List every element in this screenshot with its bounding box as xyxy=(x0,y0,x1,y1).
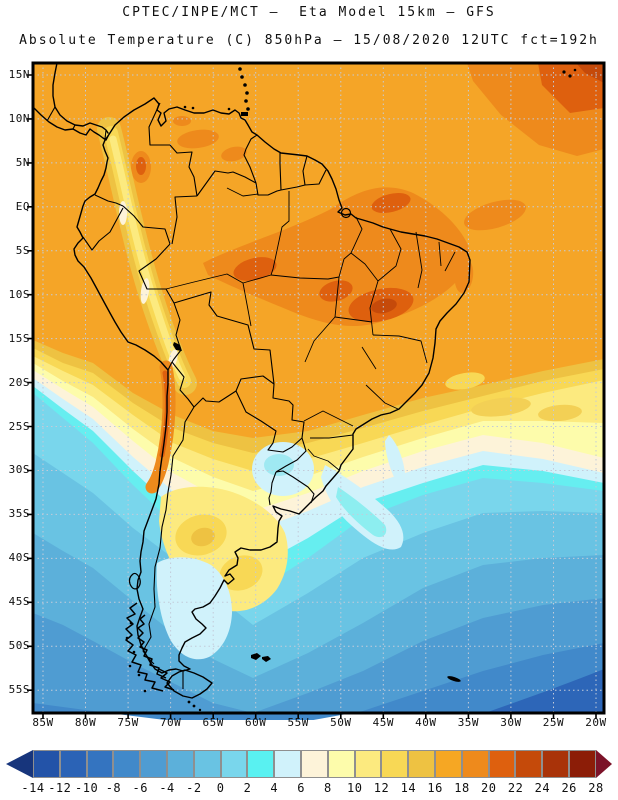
colorbar-cell-15 xyxy=(434,750,462,778)
colorbar-tick--4: -4 xyxy=(159,781,175,795)
lon-label-35W: 35W xyxy=(457,716,480,729)
colorbar-cell-18 xyxy=(515,750,543,778)
colorbar-cell-6 xyxy=(193,750,221,778)
colorbar-tick-4: 4 xyxy=(270,781,279,795)
colorbar-cell-5 xyxy=(166,750,194,778)
lat-label-30S: 30S xyxy=(8,463,30,477)
colorbar-tick--8: -8 xyxy=(105,781,122,795)
lat-label-25S: 25S xyxy=(8,419,30,433)
colorbar-tick--14: -14 xyxy=(21,781,45,795)
lat-label-15S: 15S xyxy=(8,331,30,345)
lat-label-50S: 50S xyxy=(8,639,30,653)
lon-label-55W: 55W xyxy=(287,716,309,729)
lon-label-85W: 85W xyxy=(32,716,54,729)
lon-label-50W: 50W xyxy=(330,716,352,729)
colorbar-tick-6: 6 xyxy=(297,781,305,795)
colorbar-cell-13 xyxy=(381,750,409,778)
colorbar-cell-8 xyxy=(247,750,275,778)
colorbar-tick-12: 12 xyxy=(373,781,390,795)
lat-label-15N: 15N xyxy=(8,68,30,81)
map-area xyxy=(26,56,611,728)
colorbar-tick-24: 24 xyxy=(534,781,551,795)
chart-subtitle: Absolute Temperature (C) 850hPa – 15/08/… xyxy=(19,33,599,48)
colorbar-tick--2: -2 xyxy=(186,781,202,795)
lat-label-40S: 40S xyxy=(8,551,30,565)
lat-label-10S: 10S xyxy=(8,287,30,301)
colorbar-tick--6: -6 xyxy=(132,781,148,795)
map-canvas xyxy=(27,61,606,728)
colorbar-tick-28: 28 xyxy=(588,781,604,795)
lon-label-45W: 45W xyxy=(372,716,394,729)
lat-label-35S: 35S xyxy=(8,507,30,521)
axis-ticks xyxy=(27,74,597,719)
lat-label-10N: 10N xyxy=(8,111,30,125)
colorbar-cell-11 xyxy=(327,750,355,778)
colorbar-tick-16: 16 xyxy=(427,781,443,795)
lon-label-40W: 40W xyxy=(415,716,437,729)
colorbar-tick-2: 2 xyxy=(243,781,252,795)
colorbar-cell-16 xyxy=(461,750,489,778)
lon-label-80W: 80W xyxy=(74,716,97,729)
lon-label-70W: 70W xyxy=(159,716,182,729)
map-frame xyxy=(31,61,606,715)
state-borders xyxy=(165,187,456,471)
lon-label-65W: 65W xyxy=(202,716,224,729)
colorbar-cell-17 xyxy=(488,750,516,778)
lon-label-60W: 60W xyxy=(245,716,267,729)
colorbar-cell-0 xyxy=(33,750,60,778)
lon-label-30W: 30W xyxy=(500,716,522,729)
colorbar-left-arrow xyxy=(6,750,33,778)
colorbar-tick-14: 14 xyxy=(400,781,417,795)
lon-label-75W: 75W xyxy=(117,716,139,729)
colorbar-cells xyxy=(33,750,596,778)
colorbar-cell-14 xyxy=(408,750,435,778)
colorbar-tick-20: 20 xyxy=(481,781,497,795)
colorbar-cell-9 xyxy=(274,750,301,778)
graticule xyxy=(33,63,604,713)
country-borders xyxy=(46,102,327,689)
colorbar-tick-26: 26 xyxy=(561,781,577,795)
colorbar-tick--10: -10 xyxy=(75,781,99,795)
lat-label-55S: 55S xyxy=(8,683,30,697)
colorbar-cell-12 xyxy=(354,750,382,778)
colorbar-cell-19 xyxy=(542,750,569,778)
lat-label-EQ: EQ xyxy=(15,199,30,213)
colorbar-cell-10 xyxy=(300,750,328,778)
chart-title: CPTEC/INPE/MCT – Eta Model 15km – GFS xyxy=(122,5,496,20)
colorbar-tick--12: -12 xyxy=(48,781,72,795)
colorbar-cell-7 xyxy=(220,750,248,778)
islands xyxy=(125,67,577,712)
coastlines xyxy=(32,62,471,699)
colorbar-cell-3 xyxy=(113,750,141,778)
colorbar-cell-2 xyxy=(86,750,114,778)
fjord-texture xyxy=(125,602,175,692)
colorbar-tick-18: 18 xyxy=(454,781,470,795)
lat-label-20S: 20S xyxy=(8,375,30,389)
lon-label-20W: 20W xyxy=(585,716,607,729)
colorbar-right-arrow xyxy=(596,750,612,778)
colorbar-tick-10: 10 xyxy=(346,781,363,795)
colorbar-tick-8: 8 xyxy=(324,781,332,795)
colorbar-cell-1 xyxy=(59,750,87,778)
lat-label-45S: 45S xyxy=(8,595,30,609)
colorbar-cell-20 xyxy=(568,750,596,778)
lon-label-25W: 25W xyxy=(542,716,565,729)
colorbar-tick-22: 22 xyxy=(507,781,524,795)
colorbar-cell-4 xyxy=(140,750,167,778)
lat-label-5N: 5N xyxy=(15,155,30,169)
colorbar-tick-0: 0 xyxy=(216,781,225,795)
temperature-field xyxy=(33,63,604,728)
lat-label-5S: 5S xyxy=(15,243,30,257)
